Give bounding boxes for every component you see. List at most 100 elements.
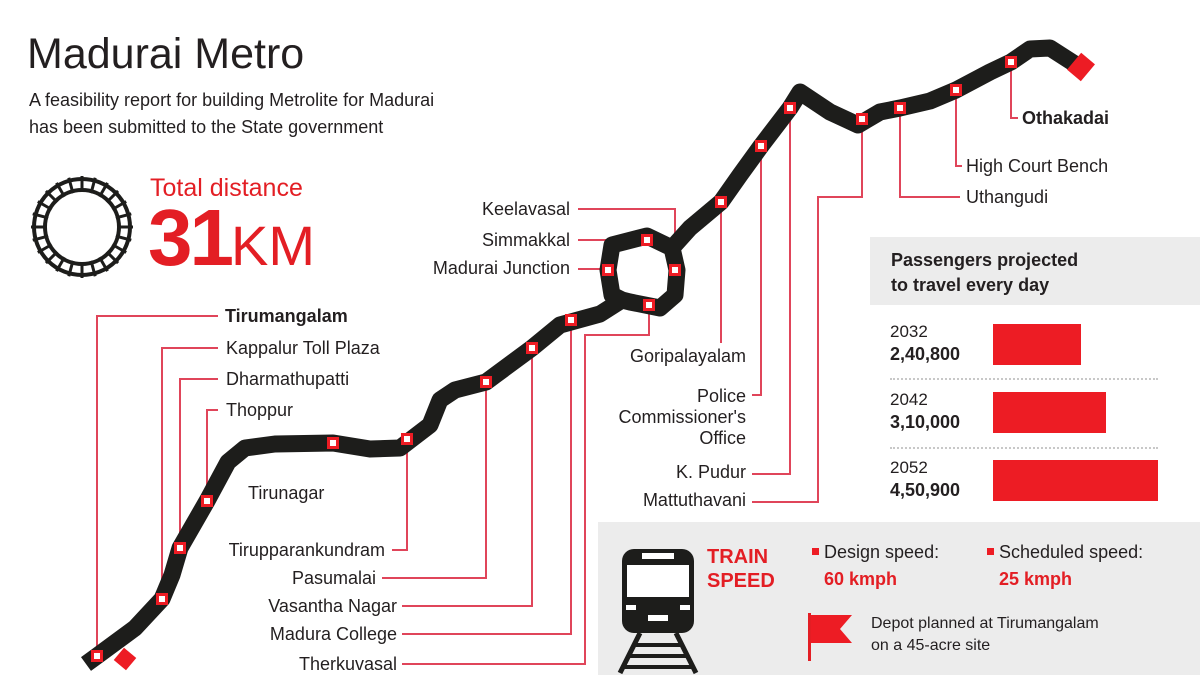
station-marker xyxy=(641,234,653,246)
station-marker xyxy=(715,196,727,208)
track-tie xyxy=(44,250,59,265)
station-marker xyxy=(480,376,492,388)
track-tie xyxy=(98,182,109,198)
leader-line xyxy=(1010,62,1018,119)
station-marker xyxy=(856,113,868,125)
station-markers xyxy=(91,56,1017,662)
track-tie xyxy=(67,260,75,277)
leader-line xyxy=(206,409,218,501)
track-tie xyxy=(55,182,66,198)
design-speed-label: Design speed: xyxy=(824,542,940,562)
track-tie xyxy=(32,212,49,220)
distance-unit: KM xyxy=(230,214,315,277)
total-distance-value: 31KM xyxy=(148,198,315,301)
track-tie xyxy=(32,234,49,242)
police-line-1: Police xyxy=(696,386,746,406)
leader-line xyxy=(96,315,218,656)
leader-line xyxy=(402,305,650,665)
leader-line xyxy=(382,382,487,579)
station-marker xyxy=(602,264,614,276)
passenger-count: 4,50,900 xyxy=(890,480,961,500)
station-label-therkuvasal: Therkuvasal xyxy=(298,654,397,674)
leader-line xyxy=(402,348,533,607)
passenger-year: 2052 xyxy=(890,458,928,477)
train-speed-heading: TRAIN SPEED xyxy=(707,545,775,593)
leader-line xyxy=(899,108,960,198)
track-tie xyxy=(89,260,97,277)
row-divider xyxy=(890,378,1158,380)
station-marker xyxy=(755,140,767,152)
distance-number: 31 xyxy=(148,193,234,282)
station-marker xyxy=(91,650,103,662)
track-tie xyxy=(67,177,75,194)
passenger-year: 2042 xyxy=(890,390,928,409)
station-marker xyxy=(174,542,186,554)
station-marker xyxy=(401,433,413,445)
leader-line xyxy=(752,146,762,396)
station-label-simmakkal: Simmakkal xyxy=(481,230,570,250)
depot-end-marker xyxy=(1067,52,1095,82)
station-label-kappalur: Kappalur Toll Plaza xyxy=(226,338,380,358)
passenger-year: 2032 xyxy=(890,322,928,341)
police-line-3: Office xyxy=(699,428,746,448)
circular-track-icon xyxy=(31,176,133,278)
station-marker xyxy=(669,264,681,276)
station-label-othakadai: Othakadai xyxy=(1022,108,1110,128)
scheduled-speed-value: 25 kmph xyxy=(999,569,1073,589)
track-tie xyxy=(55,256,66,272)
leader-line xyxy=(752,119,863,503)
passengers-title-line-1: Passengers projected xyxy=(891,250,1079,270)
track-tie xyxy=(98,256,109,272)
track-tie xyxy=(44,189,59,204)
total-distance-label: Total distance xyxy=(150,174,303,202)
track-tie xyxy=(37,243,53,254)
leader-line xyxy=(179,378,218,548)
track-tie xyxy=(89,177,97,194)
depot-start-marker xyxy=(113,647,137,671)
passenger-bar xyxy=(993,392,1107,433)
subtitle-line-1: A feasibility report for building Metrol… xyxy=(29,90,435,110)
station-label-tirumangalam: Tirumangalam xyxy=(225,306,348,326)
leader-line xyxy=(402,320,572,635)
station-label-madura-college: Madura College xyxy=(269,624,397,644)
row-divider xyxy=(890,447,1158,449)
station-marker xyxy=(643,299,655,311)
station-label-mattuthavani: Mattuthavani xyxy=(642,490,746,510)
station-marker xyxy=(950,84,962,96)
track-tie xyxy=(105,250,120,265)
passengers-title-line-2: to travel every day xyxy=(891,275,1050,295)
track-tie xyxy=(115,212,132,220)
station-label-keelavasal: Keelavasal xyxy=(481,199,570,219)
leader-line xyxy=(752,108,791,475)
depot-flag-icon xyxy=(808,613,852,661)
passenger-bar xyxy=(993,324,1082,365)
station-marker xyxy=(784,102,796,114)
track-tie xyxy=(115,234,132,242)
station-marker xyxy=(894,102,906,114)
station-marker xyxy=(156,593,168,605)
station-leader-lines xyxy=(96,62,1018,665)
scheduled-speed-label: Scheduled speed: xyxy=(999,542,1144,562)
track-tie xyxy=(111,200,127,211)
scheduled-speed-bullet xyxy=(987,548,994,555)
station-label-madurai-junction: Madurai Junction xyxy=(432,258,570,278)
passenger-bar xyxy=(993,460,1158,501)
speed-panel xyxy=(598,522,1200,675)
depot-note-line-2: on a 45-acre site xyxy=(871,637,991,654)
station-label-pasumalai: Pasumalai xyxy=(291,568,376,588)
station-label-k-pudur: K. Pudur xyxy=(675,462,746,482)
page-title: Madurai Metro xyxy=(27,30,305,78)
design-speed-bullet xyxy=(812,548,819,555)
train-icon xyxy=(617,549,699,675)
police-line-2: Commissioner's xyxy=(618,407,746,427)
station-label-goripalayalam: Goripalayalam xyxy=(629,346,746,366)
design-speed-value: 60 kmph xyxy=(824,569,898,589)
track-tie xyxy=(37,200,53,211)
station-marker xyxy=(1005,56,1017,68)
passenger-count: 3,10,000 xyxy=(890,412,961,432)
passengers-header-panel xyxy=(870,237,1200,305)
station-label-tirunagar: Tirunagar xyxy=(248,483,325,503)
train-speed-line-2: SPEED xyxy=(707,570,775,592)
station-marker xyxy=(565,314,577,326)
leader-line xyxy=(955,90,962,167)
